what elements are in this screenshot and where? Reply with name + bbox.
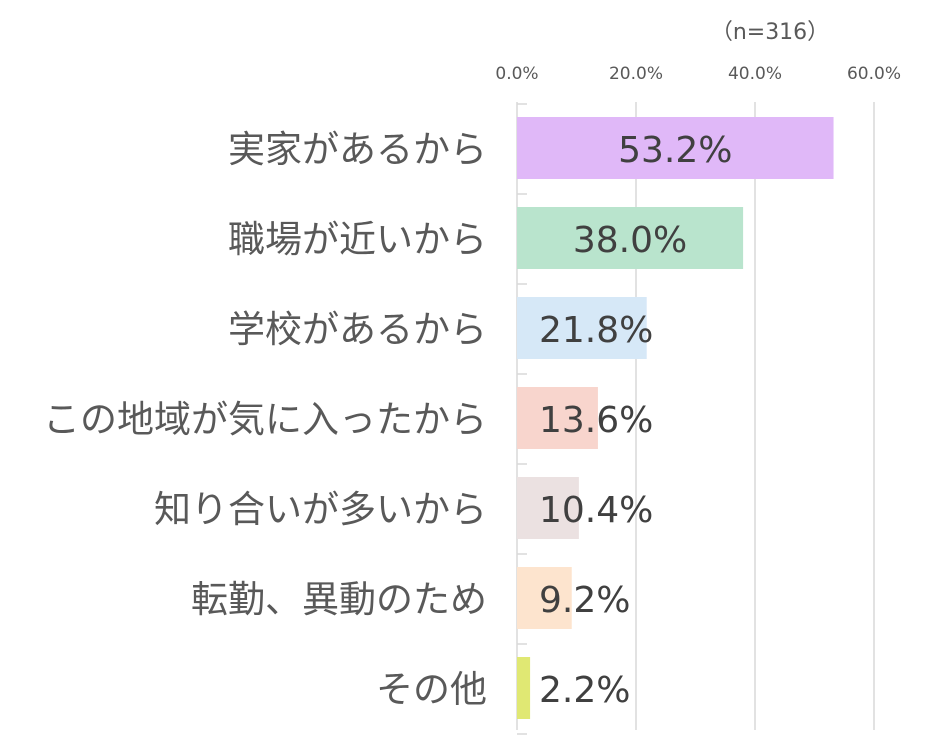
category-label: その他	[376, 668, 487, 711]
data-label: 21.8%	[539, 310, 653, 351]
bar	[517, 117, 834, 179]
x-tick-label: 40.0%	[728, 64, 782, 84]
data-label: 53.2%	[618, 130, 732, 171]
category-label: 実家があるから	[228, 128, 487, 171]
data-label: 9.2%	[539, 580, 630, 621]
sample-size-note: （n=316）	[710, 20, 830, 45]
bar	[517, 207, 744, 269]
data-label: 13.6%	[539, 400, 653, 441]
bar	[517, 297, 647, 359]
bar	[517, 387, 598, 449]
x-tick-label: 20.0%	[609, 64, 663, 84]
x-tick-label: 60.0%	[847, 64, 901, 84]
bar	[517, 477, 579, 539]
data-label: 10.4%	[539, 490, 653, 531]
category-label: 職場が近いから	[228, 218, 487, 261]
category-label: 転勤、異動のため	[191, 578, 487, 621]
data-label: 2.2%	[539, 670, 630, 711]
category-label: この地域が気に入ったから	[43, 398, 487, 441]
category-label: 学校があるから	[228, 308, 487, 351]
category-label: 知り合いが多いから	[154, 488, 487, 531]
data-label: 38.0%	[573, 220, 687, 261]
bar	[517, 657, 531, 719]
bar	[517, 567, 572, 629]
x-tick-label: 0.0%	[495, 64, 538, 84]
